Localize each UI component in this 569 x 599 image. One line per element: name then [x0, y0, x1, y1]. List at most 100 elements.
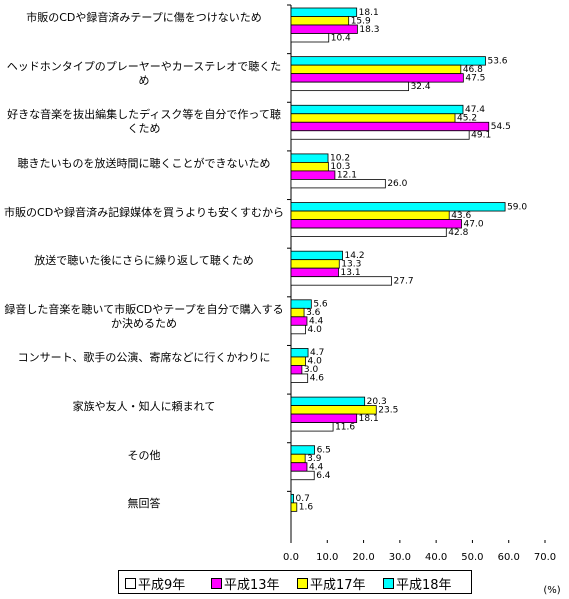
bar	[290, 462, 308, 472]
value-label: 3.0	[304, 365, 319, 375]
value-label: 4.7	[310, 348, 324, 358]
value-label: 47.4	[465, 105, 485, 115]
bar	[290, 121, 490, 132]
bar	[290, 259, 340, 269]
value-label: 6.5	[317, 445, 331, 455]
legend-item: 平成17年	[297, 574, 366, 593]
bar	[290, 413, 358, 423]
category-label: コンサート、歌手の公演、寄席などに行くかわりに	[17, 351, 271, 365]
value-label: 3.6	[306, 308, 321, 318]
legend-label: 平成18年	[396, 578, 452, 593]
value-label: 10.2	[330, 154, 350, 164]
bar	[290, 316, 308, 326]
bar	[290, 73, 464, 83]
bar	[290, 202, 506, 212]
category-label: その他	[127, 448, 161, 462]
value-label: 23.5	[378, 405, 398, 415]
legend-item: 平成9年	[125, 574, 185, 593]
value-label: 10.3	[330, 162, 350, 172]
x-tick-label: 20.0	[352, 552, 374, 563]
value-label: 12.1	[337, 171, 357, 181]
bar	[290, 348, 309, 358]
bar	[290, 365, 303, 375]
bar	[290, 219, 462, 229]
category-label: 放送で聴いた後にさらに繰り返して聴くため	[34, 254, 254, 268]
legend-item: 平成18年	[383, 574, 452, 593]
bar	[290, 7, 358, 17]
value-label: 10.4	[331, 33, 351, 43]
bar	[290, 502, 298, 512]
value-label: 11.6	[335, 422, 355, 432]
bar	[290, 104, 464, 115]
bar	[290, 422, 334, 432]
bar	[290, 170, 336, 180]
category-label: 録音した音楽を聴いて市販CDやテープを自分で購入するか決めるため	[4, 302, 284, 330]
x-tick-label: 0.0	[283, 552, 299, 563]
bar	[290, 396, 366, 406]
value-label: 18.3	[359, 25, 379, 35]
bar	[290, 130, 470, 140]
legend-swatch	[383, 578, 394, 589]
bar	[290, 373, 309, 383]
bar	[290, 453, 306, 464]
legend-label: 平成9年	[138, 578, 186, 593]
legend-label: 平成13年	[224, 578, 280, 593]
legend-label: 平成17年	[310, 578, 366, 593]
x-tick-label: 10.0	[316, 552, 338, 563]
value-label: 5.6	[313, 300, 328, 310]
value-label: 59.0	[507, 202, 527, 212]
value-label: 18.1	[359, 414, 379, 424]
category-label: 好きな音楽を抜出編集したディスク等を自分で作って聴くため	[7, 108, 281, 136]
bar	[290, 470, 315, 481]
bar	[290, 493, 294, 504]
category-label: 無回答	[127, 497, 161, 511]
bar	[290, 307, 305, 318]
value-label: 46.8	[463, 65, 483, 75]
bar	[290, 162, 329, 172]
value-label: 47.5	[465, 73, 485, 83]
value-label: 54.5	[491, 122, 511, 132]
value-label: 42.8	[448, 228, 468, 238]
bar	[290, 64, 462, 75]
x-tick-label: 30.0	[389, 552, 411, 563]
value-label: 3.9	[307, 454, 322, 464]
legend-swatch	[211, 578, 222, 589]
value-label: 13.1	[341, 268, 361, 278]
bar	[290, 356, 306, 366]
category-label: 市販のCDや録音済み記録媒体を買うよりも安くすむから	[4, 205, 284, 219]
value-label: 32.4	[411, 82, 431, 92]
bar	[290, 227, 447, 237]
legend: 平成9年 平成13年 平成17年 平成18年	[118, 570, 472, 594]
category-label: 聴きたいものを放送時間に聴くことができないため	[17, 156, 271, 170]
value-label: 47.0	[464, 219, 484, 229]
value-label: 26.0	[387, 179, 407, 189]
x-tick-label: 60.0	[498, 552, 520, 563]
x-tick-label: 70.0	[534, 552, 556, 563]
bar	[290, 250, 343, 261]
value-label: 49.1	[471, 131, 491, 141]
bar	[290, 113, 456, 123]
bar	[290, 445, 315, 455]
legend-swatch	[125, 578, 136, 589]
value-label: 1.6	[299, 503, 314, 513]
value-label: 20.3	[367, 397, 387, 407]
bar	[290, 276, 392, 286]
value-label: 0.7	[296, 494, 310, 504]
value-label: 45.2	[457, 114, 477, 124]
x-tick-label: 40.0	[425, 552, 447, 563]
value-label: 4.0	[308, 325, 323, 335]
value-label: 6.4	[316, 471, 331, 481]
legend-swatch	[297, 578, 308, 589]
x-tick-label: 50.0	[461, 552, 483, 563]
bar	[290, 56, 486, 66]
bar	[290, 16, 350, 26]
value-label: 4.4	[309, 462, 324, 472]
bar	[290, 81, 409, 92]
category-label: ヘッドホンタイプのプレーヤーやカーステレオで聴くため	[6, 59, 282, 87]
bar	[290, 179, 386, 189]
bar	[290, 33, 330, 43]
value-label: 4.6	[310, 374, 325, 384]
value-label: 18.1	[359, 8, 379, 18]
category-label: 家族や友人・知人に頼まれて	[72, 400, 216, 414]
